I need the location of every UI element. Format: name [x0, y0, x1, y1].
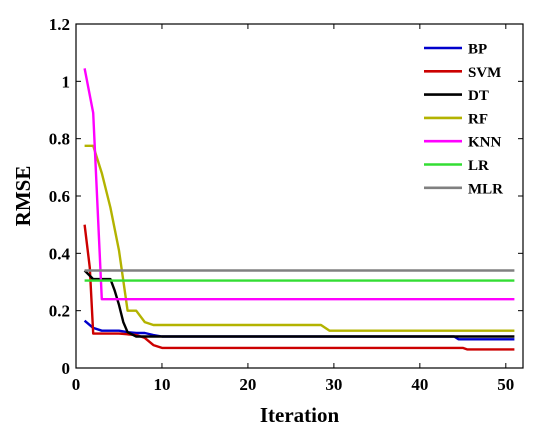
legend-label-lr: LR [468, 158, 489, 174]
x-tick-label: 20 [239, 375, 256, 394]
y-tick-label: 0.6 [49, 187, 70, 206]
series-line-knn [83, 68, 515, 301]
y-axis-label: RMSE [11, 166, 35, 227]
y-tick-label: 1.2 [49, 15, 70, 34]
legend-label-dt: DT [468, 88, 489, 104]
x-tick-label: 30 [325, 375, 342, 394]
series-line-svm [83, 224, 515, 351]
y-tick-label: 0.4 [49, 244, 71, 263]
legend-label-rf: RF [468, 111, 488, 127]
axis-ticks: 0 10 20 30 40 50 0 0.2 0.4 0.6 0.8 1 1.2 [49, 15, 523, 394]
x-tick-label: 0 [72, 375, 81, 394]
legend: BP SVM DT RF KNN LR MLR [424, 42, 503, 197]
plot-lines [83, 68, 515, 351]
legend-label-svm: SVM [468, 65, 501, 81]
y-tick-label: 1 [62, 72, 71, 91]
legend-label-bp: BP [468, 42, 487, 58]
series-line-dt [83, 269, 515, 338]
x-tick-label: 40 [411, 375, 428, 394]
y-tick-label: 0 [62, 359, 71, 378]
y-tick-label: 0.8 [49, 130, 70, 149]
y-tick-label: 0.2 [49, 302, 70, 321]
plot-frame [75, 23, 524, 369]
series-line-rf [84, 144, 515, 332]
x-axis-label: Iteration [260, 403, 340, 427]
legend-label-knn: KNN [468, 135, 502, 151]
x-tick-label: 50 [497, 375, 514, 394]
x-tick-label: 10 [153, 375, 170, 394]
legend-label-mlr: MLR [468, 181, 503, 197]
